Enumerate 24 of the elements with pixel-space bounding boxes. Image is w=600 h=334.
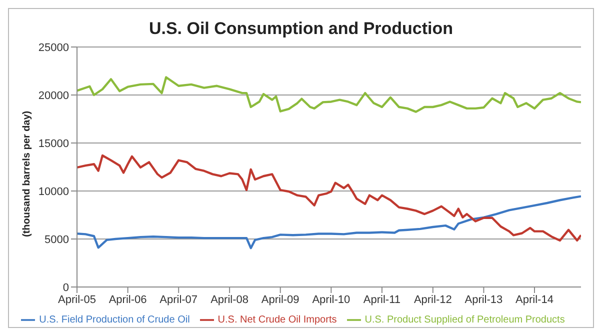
y-axis-title: (thousand barrels per day) [22, 110, 33, 237]
y-tick-label: 5000 [44, 234, 69, 246]
x-tick-label: April-07 [160, 294, 198, 306]
y-tick-label: 0 [62, 282, 69, 294]
line-series [77, 76, 581, 113]
legend-label: U.S. Net Crude Oil Imports [218, 314, 337, 326]
y-tick-label: 10000 [38, 186, 69, 198]
x-tick-label: April-11 [363, 294, 401, 306]
x-tick-label: April-06 [108, 294, 147, 306]
chart-title: U.S. Oil Consumption and Production [148, 19, 454, 39]
legend-label: U.S. Field Production of Crude Oil [39, 314, 190, 326]
x-tick-label: April-12 [414, 294, 452, 306]
x-tick-label: April-08 [210, 294, 249, 306]
x-tick-label: April-10 [312, 294, 350, 306]
y-tick-label: 20000 [38, 90, 69, 102]
x-tick-label: April-09 [261, 294, 300, 306]
x-tick-label: April-13 [464, 294, 503, 306]
y-tick-label: 15000 [38, 138, 69, 150]
y-tick-label: 25000 [38, 42, 69, 54]
x-tick-label: April-05 [58, 294, 96, 306]
line-series [77, 154, 581, 242]
x-tick-label: April-14 [516, 294, 554, 306]
legend-label: U.S. Product Supplied of Petroleum Products [364, 314, 565, 326]
line-series [77, 195, 581, 250]
